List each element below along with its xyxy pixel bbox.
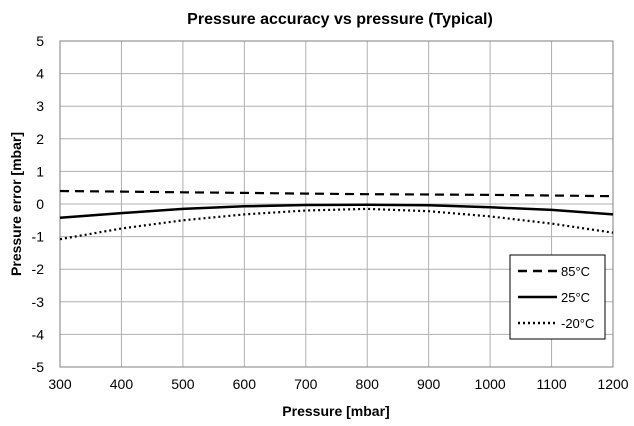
y-tick-label: 5 — [36, 33, 44, 49]
y-tick-label: 4 — [36, 66, 44, 82]
y-tick-label: -3 — [32, 294, 45, 310]
series-line-solid — [59, 203, 614, 219]
x-tick-label: 500 — [171, 376, 195, 392]
legend-label: 85°C — [561, 264, 590, 279]
y-tick-label: -5 — [32, 359, 45, 375]
y-tick-label: 1 — [36, 163, 44, 179]
x-tick-label: 600 — [233, 376, 257, 392]
y-axis-label: Pressure error [mbar] — [8, 132, 24, 276]
chart-title: Pressure accuracy vs pressure (Typical) — [187, 11, 493, 28]
legend: 85°C 25°C -20°C — [509, 254, 606, 340]
x-tick-label: 400 — [110, 376, 134, 392]
y-tick-label: 3 — [36, 98, 44, 114]
x-tick-label: 1200 — [597, 376, 628, 392]
x-tick-label: 1100 — [537, 376, 567, 392]
x-tick-label: 800 — [356, 376, 380, 392]
x-tick-label: 1000 — [475, 376, 506, 392]
plot-frame — [59, 40, 614, 368]
y-tick-labels: 5 4 3 2 1 0 -1 -2 -3 -4 -5 — [32, 33, 45, 375]
y-tick-label: 0 — [36, 196, 44, 212]
legend-entries: 85°C 25°C -20°C — [518, 264, 594, 331]
x-tick-labels: 300 400 500 600 700 800 900 1000 1100 1200 — [48, 376, 628, 392]
x-tick-label: 900 — [417, 376, 441, 392]
x-axis-label: Pressure [mbar] — [282, 403, 389, 419]
legend-label: 25°C — [561, 290, 590, 305]
x-tick-label: 300 — [48, 376, 72, 392]
y-tick-label: -2 — [32, 261, 45, 277]
y-tick-label: -4 — [32, 326, 45, 342]
legend-label: -20°C — [561, 316, 594, 331]
x-tick-label: 700 — [294, 376, 318, 392]
y-tick-label: 2 — [36, 131, 44, 147]
series-layer — [59, 189, 614, 241]
y-tick-label: -1 — [32, 229, 45, 245]
series-line-dotted — [59, 207, 614, 241]
series-line-dashed — [59, 189, 614, 198]
